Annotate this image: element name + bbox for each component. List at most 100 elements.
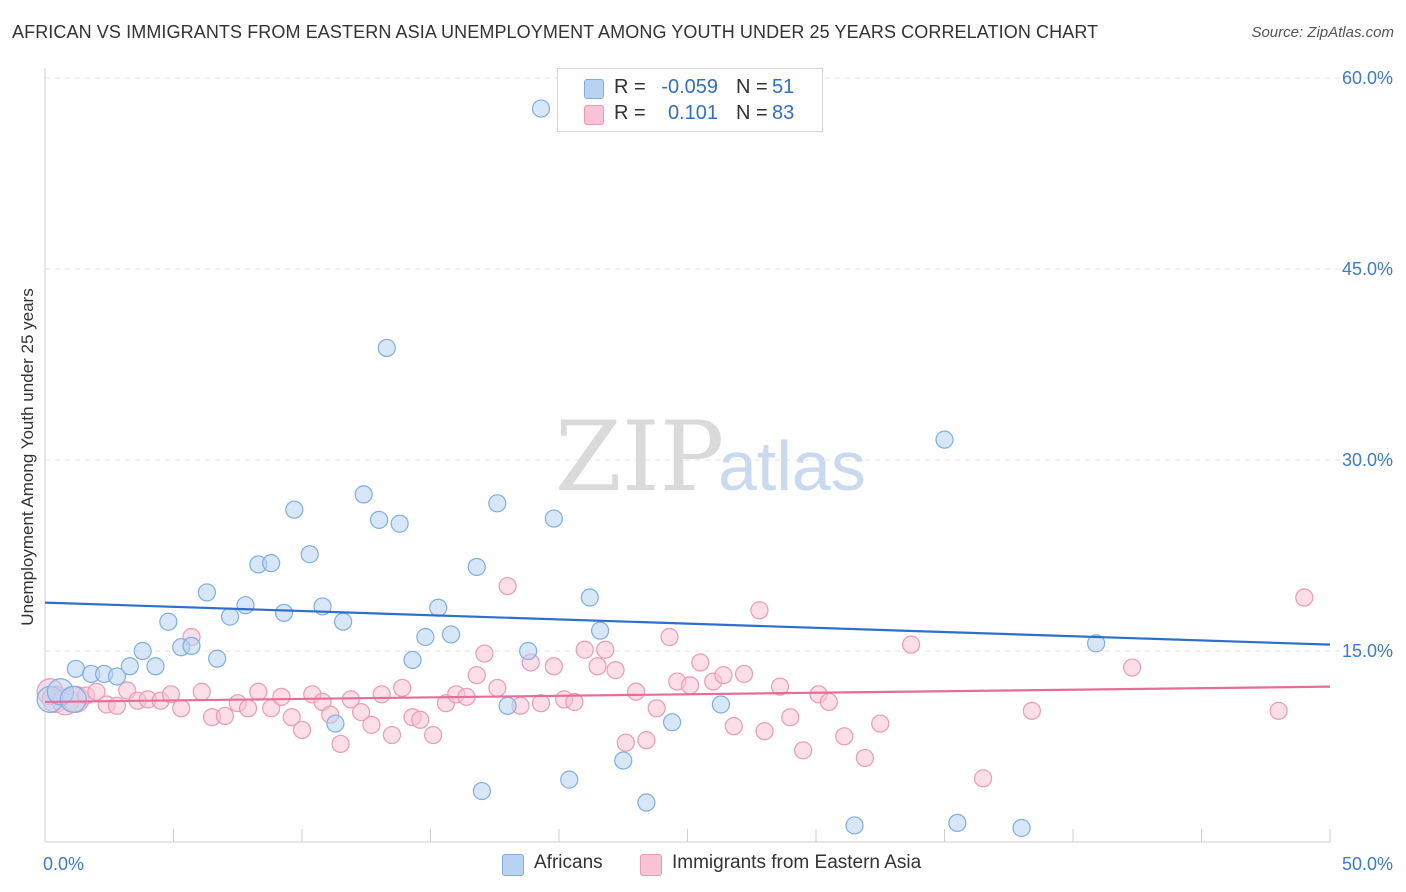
- immigrants-point: [498, 576, 517, 596]
- y-axis-label: Unemployment Among Youth under 25 years: [18, 288, 37, 626]
- africans-point: [220, 607, 240, 626]
- immigrants-point: [467, 666, 486, 685]
- immigrants-point: [393, 678, 412, 698]
- immigrants-point: [680, 676, 700, 695]
- data-points: [36, 77, 1314, 838]
- n-label: N =: [736, 102, 768, 124]
- africans-point: [637, 793, 656, 812]
- africans-point: [544, 509, 563, 528]
- immigrants-point: [647, 699, 666, 718]
- africans-point: [662, 713, 682, 732]
- africans-point: [326, 714, 345, 733]
- africans-point: [377, 338, 396, 358]
- immigrants-point: [531, 694, 551, 713]
- watermark-zip: ZIP: [555, 401, 724, 513]
- africans-point: [472, 781, 491, 801]
- immigrants-swatch: [584, 105, 604, 125]
- africans-point: [208, 649, 227, 668]
- immigrants-point: [770, 677, 790, 696]
- immigrants-point: [475, 644, 494, 663]
- legend-row-africans: R = -0.059 N = 51: [558, 74, 822, 102]
- immigrants-point: [835, 727, 854, 746]
- immigrants-point: [871, 714, 890, 733]
- immigrants-point: [606, 661, 625, 680]
- immigrants-point: [331, 734, 350, 754]
- africans-point: [182, 636, 201, 656]
- r-label: R =: [614, 102, 646, 124]
- africans-point: [59, 685, 87, 713]
- africans-point: [107, 667, 127, 686]
- africans-point: [197, 583, 217, 602]
- immigrants-point: [488, 678, 507, 698]
- africans-point: [591, 621, 610, 640]
- immigrants-point: [192, 682, 211, 701]
- immigrants-point: [637, 731, 656, 750]
- immigrants-point: [714, 666, 733, 685]
- africans-point: [1012, 818, 1031, 838]
- africans-point: [519, 641, 538, 661]
- africans-r-value: -0.059: [661, 76, 718, 98]
- africans-point: [334, 612, 353, 631]
- watermark: ZIP atlas: [555, 401, 866, 513]
- immigrants-point: [382, 725, 402, 745]
- immigrants-trend-line: [44, 685, 1331, 704]
- africans-point: [390, 514, 409, 533]
- gridlines: [45, 77, 1395, 652]
- africans-point: [416, 627, 435, 647]
- immigrants-point: [973, 769, 993, 788]
- africans-point: [488, 494, 507, 513]
- africans-swatch: [502, 854, 524, 876]
- africans-point: [845, 816, 864, 835]
- immigrants-point: [750, 601, 769, 620]
- africans-point: [1087, 634, 1106, 653]
- source-label: Source: ZipAtlas.com: [1251, 24, 1394, 41]
- immigrants-point: [1269, 701, 1288, 720]
- africans-point: [262, 554, 281, 573]
- immigrants-point: [161, 685, 181, 704]
- immigrants-point: [794, 741, 813, 760]
- bottom-legend: Africans Immigrants from Eastern Asia: [0, 852, 1406, 878]
- africans-trend-line: [44, 601, 1331, 646]
- immigrants-point: [249, 682, 268, 701]
- africans-point: [285, 500, 304, 519]
- africans-point: [429, 598, 448, 617]
- immigrants-point: [215, 706, 234, 726]
- chart-title: AFRICAN VS IMMIGRANTS FROM EASTERN ASIA …: [12, 22, 1099, 42]
- axes: [44, 68, 1331, 843]
- immigrants-point: [588, 657, 607, 676]
- immigrants-point: [1295, 588, 1314, 607]
- immigrants-point: [544, 657, 563, 676]
- immigrants-point: [282, 708, 301, 727]
- africans-point: [467, 557, 486, 577]
- africans-point: [403, 650, 422, 670]
- africans-point: [711, 695, 731, 714]
- y-tick-label: 60.0%: [1342, 68, 1393, 88]
- x-tick-label: 0.0%: [43, 854, 84, 874]
- africans-point: [66, 659, 85, 678]
- africans-point: [531, 99, 551, 118]
- immigrants-r-value: 0.101: [667, 102, 718, 124]
- immigrants-point: [107, 696, 127, 715]
- africans-point: [146, 657, 165, 676]
- immigrants-point: [292, 720, 312, 740]
- x-tick-label: 50.0%: [1342, 854, 1393, 874]
- immigrants-point: [901, 635, 921, 654]
- africans-point: [614, 751, 633, 770]
- immigrants-point: [855, 748, 874, 768]
- y-tick-label: 45.0%: [1342, 259, 1393, 279]
- africans-point: [441, 625, 461, 644]
- immigrants-point: [734, 664, 754, 684]
- africans-point: [300, 545, 319, 564]
- immigrants-point: [352, 703, 371, 722]
- immigrants-point: [691, 653, 710, 672]
- africans-point: [580, 588, 599, 607]
- immigrants-point: [781, 708, 800, 727]
- immigrants-point: [724, 717, 743, 736]
- africans-point: [935, 430, 954, 449]
- africans-point: [274, 603, 294, 622]
- immigrants-point: [372, 685, 391, 704]
- n-label: N =: [736, 76, 768, 98]
- trend-lines: [44, 601, 1331, 704]
- immigrants-point: [411, 710, 430, 729]
